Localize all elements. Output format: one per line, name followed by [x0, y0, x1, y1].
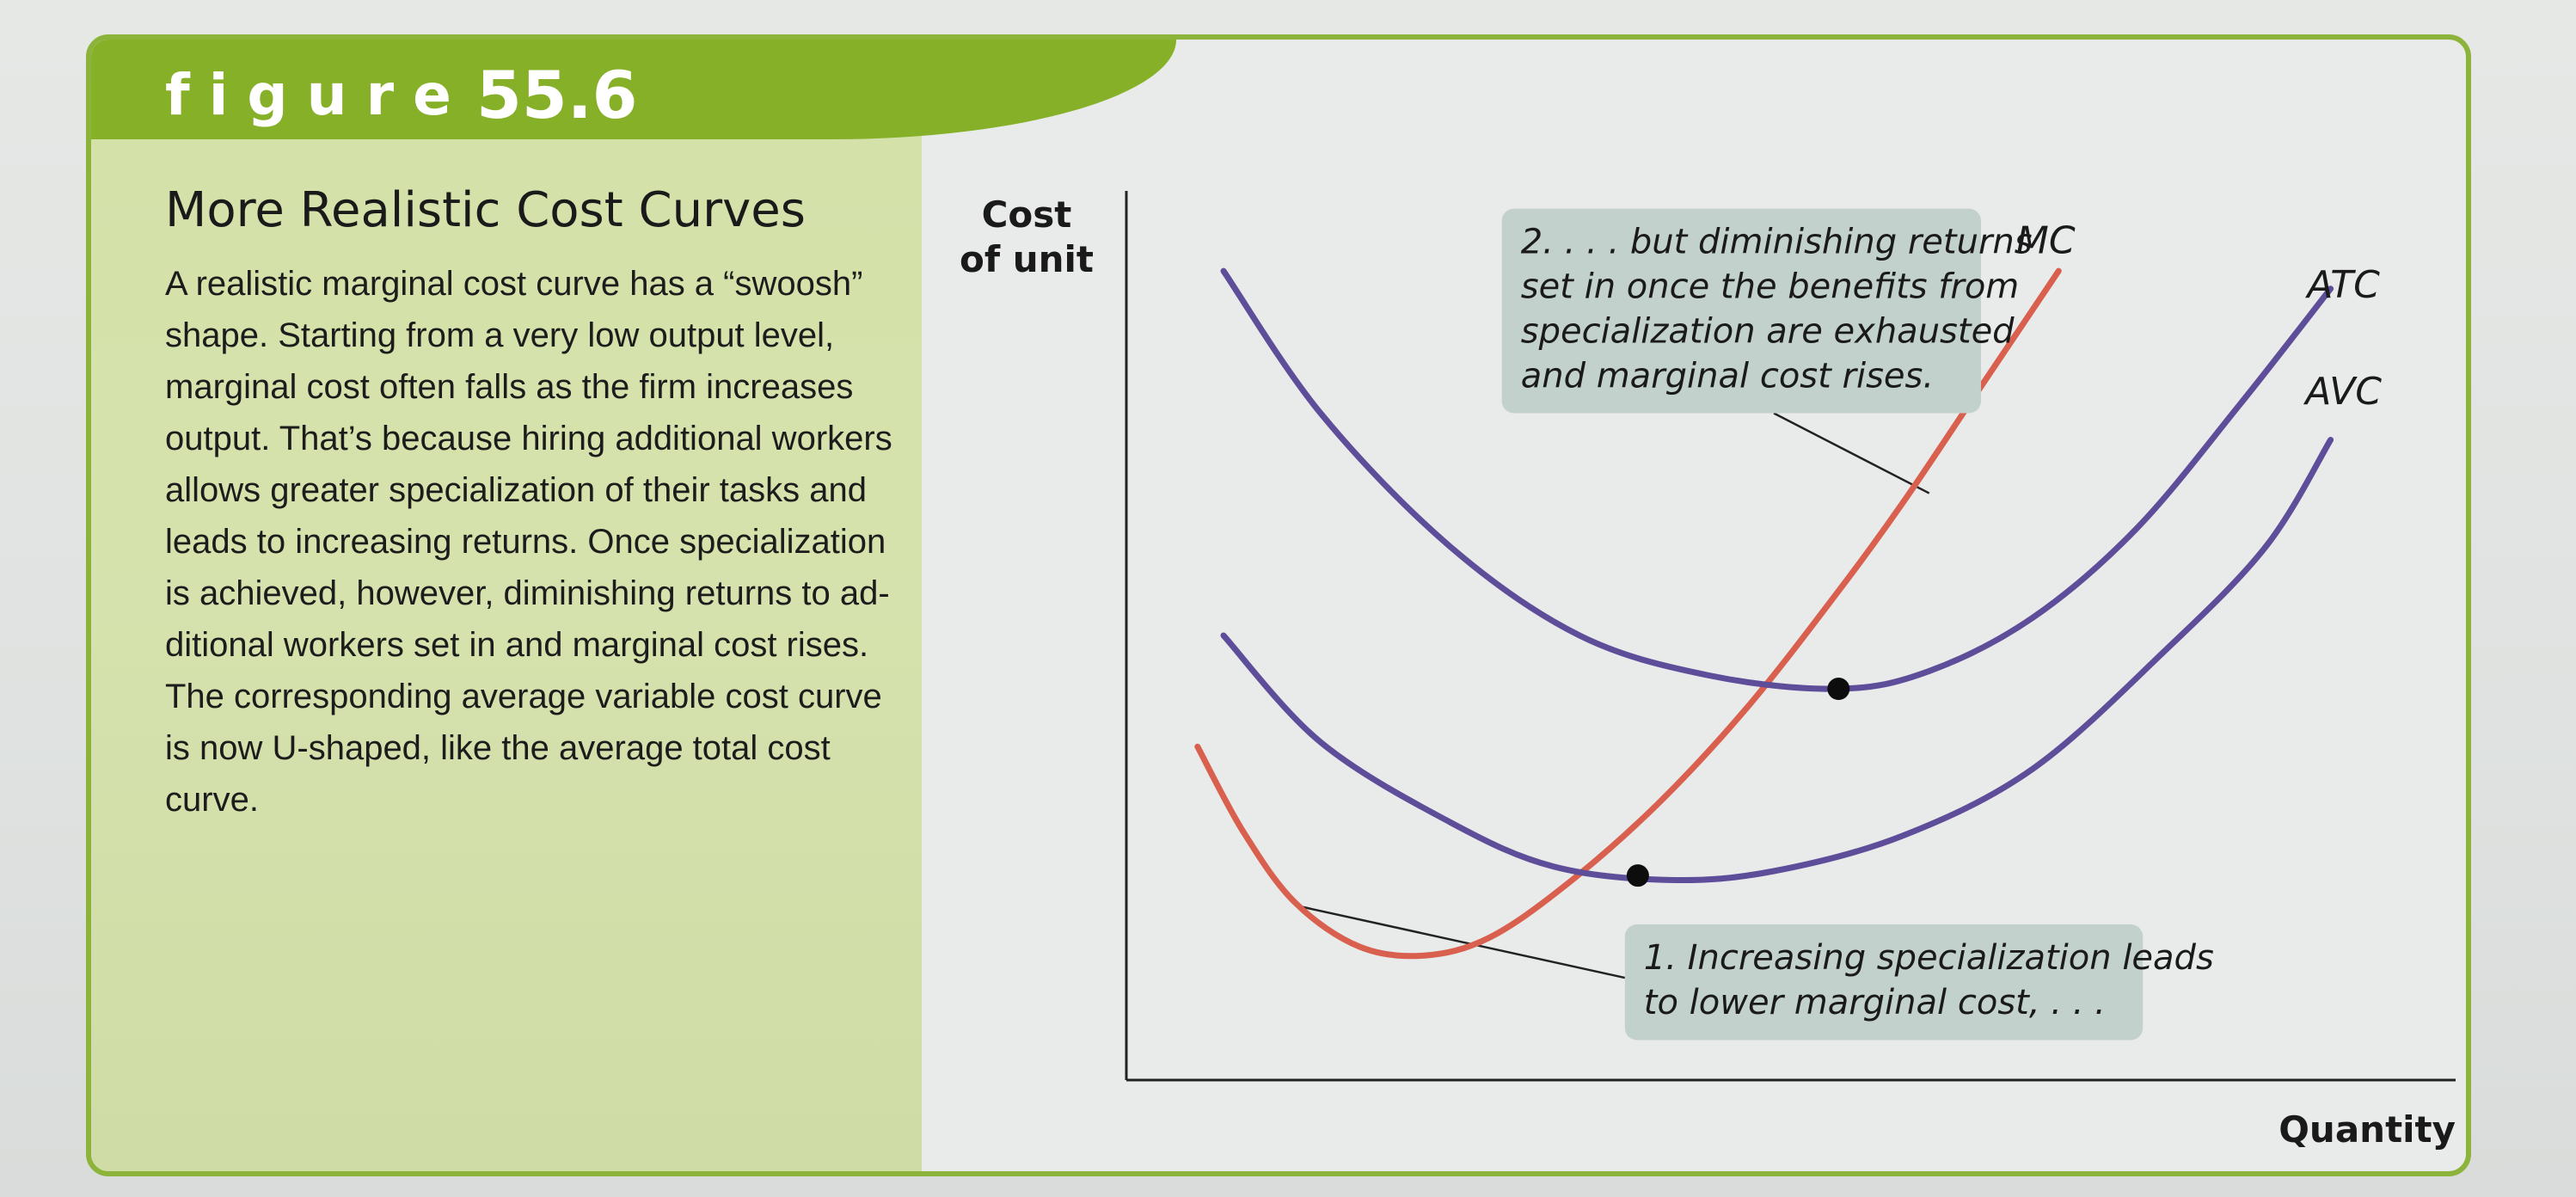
- caption-line: is achieved, however, diminishing return…: [165, 574, 890, 612]
- annotation-text: set in once the benefits from: [1521, 267, 2020, 307]
- annotation-box: [1624, 924, 2144, 1040]
- caption-line: shape. Starting from a very low output l…: [165, 316, 835, 354]
- annotation-text: 1. Increasing specialization leads: [1644, 938, 2214, 978]
- figure-caption: A realistic marginal cost curve has a “s…: [165, 258, 905, 826]
- caption-line: ditional workers set in and marginal cos…: [165, 626, 869, 664]
- mc-curve: [1194, 267, 2062, 960]
- figure-label-number: 55.6: [476, 57, 638, 133]
- caption-line: A realistic marginal cost curve has a “s…: [165, 265, 863, 303]
- caption-line: leads to increasing returns. Once specia…: [165, 523, 886, 561]
- atc-label: ATC: [2304, 263, 2380, 307]
- figure-label-word: figure: [165, 62, 470, 128]
- annotation-text: and marginal cost rises.: [1521, 357, 1934, 396]
- annotation-text: 2. . . . but diminishing returns: [1521, 223, 2033, 262]
- intersection-point: [1626, 864, 1649, 887]
- x-axis-label: Quantity: [2279, 1108, 2456, 1151]
- avc-curve: [1220, 437, 2334, 884]
- caption-line: curve.: [165, 781, 259, 819]
- figure-frame: figure 55.6 More Realistic Cost Curves A…: [86, 34, 2471, 1176]
- annotation-text: specialization are exhausted: [1521, 312, 2015, 352]
- figure-title: More Realistic Cost Curves: [165, 182, 806, 238]
- annotation-text: to lower marginal cost, . . .: [1644, 983, 2106, 1022]
- figure-tab: figure 55.6: [91, 40, 1176, 139]
- caption-line: The corresponding average variable cost …: [165, 678, 882, 715]
- caption-panel: [91, 40, 922, 1171]
- caption-line: is now U-shaped, like the average total …: [165, 729, 831, 767]
- annotation-pointer: [1301, 905, 1626, 979]
- cost-curves-chart: 2. . . . but diminishing returns set in o…: [960, 191, 2456, 1151]
- caption-line: allows greater specialization of their t…: [165, 471, 867, 509]
- y-axis-label: of unit: [960, 238, 1094, 280]
- atc-curve: [1220, 267, 2334, 692]
- y-axis-label: Cost: [982, 193, 1072, 236]
- annotation-pointer: [1773, 412, 1930, 494]
- caption-line: output. That’s because hiring additional…: [165, 420, 892, 457]
- intersection-point: [1827, 678, 1850, 701]
- caption-line: marginal cost often falls as the firm in…: [165, 368, 854, 406]
- avc-label: AVC: [2303, 370, 2382, 414]
- annotation-box: [1501, 208, 1981, 414]
- mc-label: MC: [2016, 218, 2076, 262]
